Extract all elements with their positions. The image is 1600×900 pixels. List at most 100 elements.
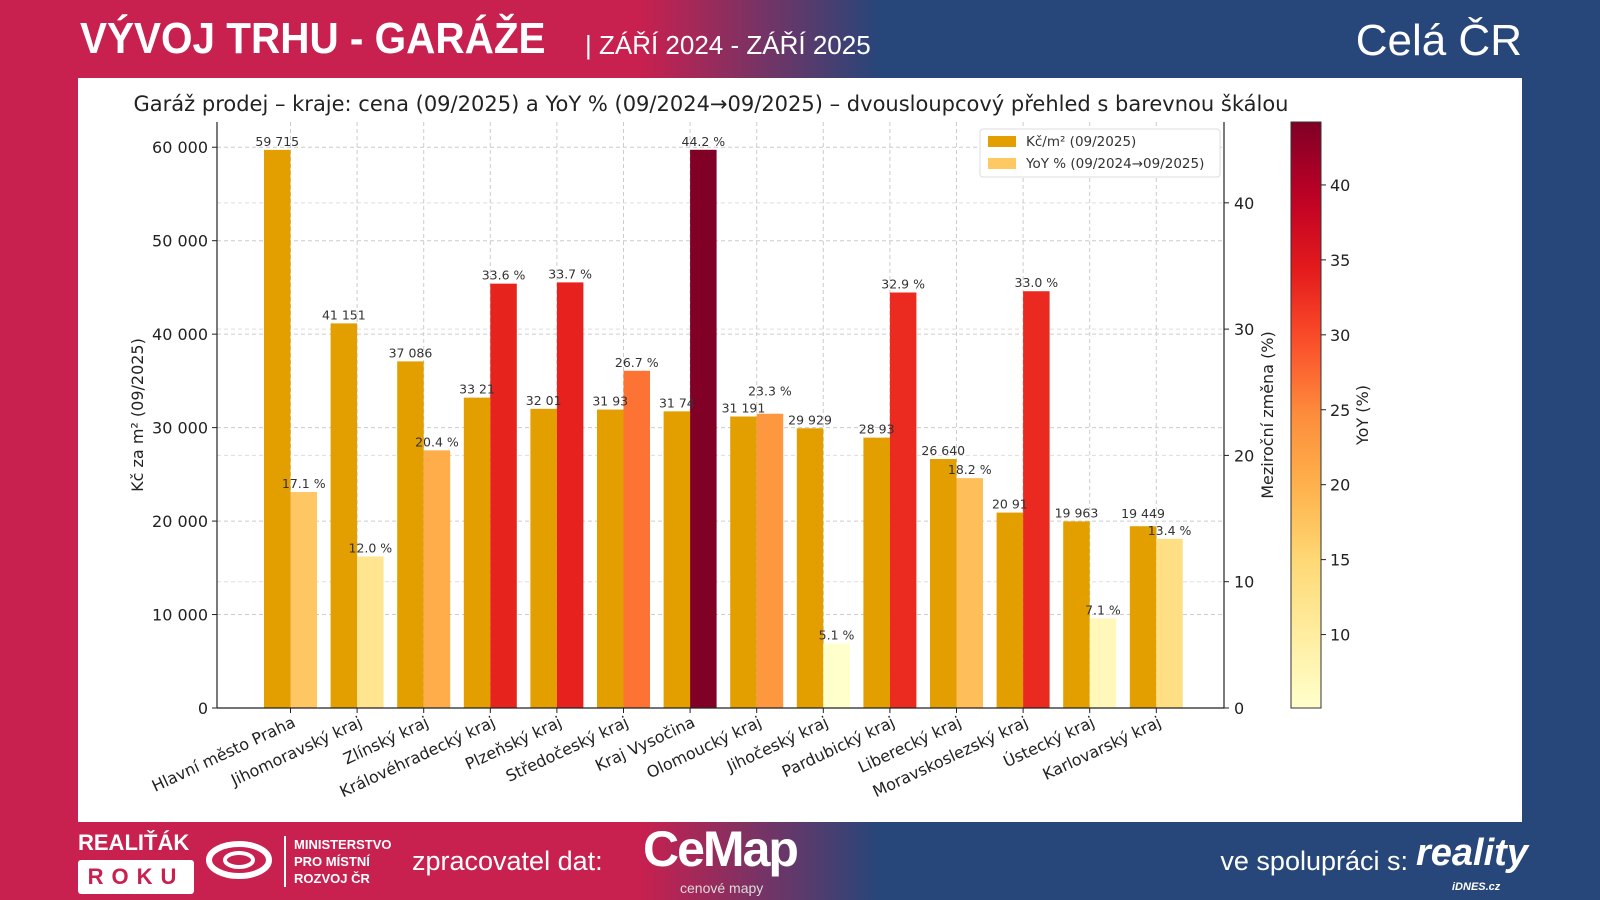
price-bar xyxy=(330,323,358,708)
yoy-data-label: 32.9 % xyxy=(881,276,925,291)
price-data-label: 19 449 xyxy=(1121,506,1165,521)
footer: REALIŤÁK ROKU MINISTERSTVO PRO MÍSTNÍ RO… xyxy=(0,821,1600,900)
colorbar-tick-label: 25 xyxy=(1330,401,1350,420)
price-data-label: 19 963 xyxy=(1055,505,1099,520)
y-tick-label: 60 000 xyxy=(152,138,208,157)
price-data-label: 29 929 xyxy=(788,412,832,427)
cemap-subtitle: cenové mapy xyxy=(680,880,764,896)
yoy-data-label: 44.2 % xyxy=(682,134,726,149)
y-tick-label: 20 000 xyxy=(152,512,208,531)
price-bar xyxy=(1129,526,1157,708)
chart-title: Garáž prodej – kraje: cena (09/2025) a Y… xyxy=(133,92,1289,116)
ministry-line: ROZVOJ ČR xyxy=(294,871,370,886)
y-tick-label: 50 000 xyxy=(152,232,208,251)
x-tick-label: Pardubický kraj xyxy=(779,712,898,781)
chart-panel: Garáž prodej – kraje: cena (09/2025) a Y… xyxy=(78,78,1522,822)
price-bar xyxy=(730,416,757,708)
price-bar xyxy=(530,408,557,708)
ministry-line: PRO MÍSTNÍ xyxy=(294,854,370,869)
page-title: VÝVOJ TRHU - GARÁŽE xyxy=(80,14,546,63)
yoy-data-label: 18.2 % xyxy=(948,462,992,477)
region-label: Celá ČR xyxy=(1355,16,1522,65)
legend-label: YoY % (09/2024→09/2025) xyxy=(1025,156,1204,172)
reality-logo: reality xyxy=(1416,832,1528,874)
date-range: | ZÁŘÍ 2024 - ZÁŘÍ 2025 xyxy=(585,30,871,60)
yoy-data-label: 33.7 % xyxy=(548,266,592,281)
price-data-label: 20 91 xyxy=(992,497,1028,512)
yoy-data-label: 23.3 % xyxy=(748,383,792,398)
yoy-data-label: 33.0 % xyxy=(1015,275,1059,290)
yoy-data-label: 33.6 % xyxy=(482,268,526,283)
y2-tick-label: 20 xyxy=(1234,446,1254,465)
y-tick-label: 10 000 xyxy=(152,606,208,625)
y2-tick-label: 40 xyxy=(1234,194,1254,213)
award-logo-line2: ROKU xyxy=(78,860,194,894)
legend xyxy=(979,128,1221,178)
y2-axis-label: Meziroční změna (%) xyxy=(1258,331,1277,499)
y-tick-label: 30 000 xyxy=(152,419,208,438)
colorbar-label: YoY (%) xyxy=(1353,385,1372,446)
chart: 0 10 000 20 000 30 000 40 000 50 000 60 000 0 10… xyxy=(128,121,1372,801)
yoy-data-label: 13.4 % xyxy=(1148,523,1192,538)
yoy-data-label: 26.7 % xyxy=(615,355,659,370)
legend-label: Kč/m² (09/2025) xyxy=(1026,134,1136,150)
partner-label: ve spolupráci s: xyxy=(1220,846,1408,876)
y2-tick-label: 0 xyxy=(1234,699,1244,718)
ministry-emblem-icon xyxy=(206,841,272,879)
colorbar-tick-label: 40 xyxy=(1330,176,1350,195)
ministry-line: MINISTERSTVO xyxy=(294,837,392,852)
price-bar xyxy=(1063,521,1090,708)
yoy-bar xyxy=(1156,538,1183,708)
price-bar xyxy=(264,149,291,709)
yoy-bar xyxy=(490,283,517,708)
yoy-data-label: 17.1 % xyxy=(282,476,326,491)
yoy-data-label: 20.4 % xyxy=(415,434,459,449)
yoy-bar xyxy=(956,478,983,708)
price-data-label: 59 715 xyxy=(255,134,299,149)
yoy-data-label: 5.1 % xyxy=(819,628,855,643)
legend-swatch xyxy=(988,158,1016,169)
cemap-logo: CeMap xyxy=(643,821,799,877)
yoy-bar xyxy=(756,413,784,708)
colorbar xyxy=(1290,121,1322,709)
price-data-label: 31 191 xyxy=(722,400,766,415)
y2-tick-label: 10 xyxy=(1234,573,1254,592)
price-data-label: 33 21 xyxy=(459,382,495,397)
y-axis-label: Kč za m² (09/2025) xyxy=(128,338,147,492)
yoy-data-label: 12.0 % xyxy=(349,540,393,555)
reality-logo-sub: iDNES.cz xyxy=(1452,881,1501,893)
price-bar xyxy=(663,411,691,708)
price-data-label: 26 640 xyxy=(921,443,965,458)
price-data-label: 37 086 xyxy=(389,345,433,360)
yoy-bar xyxy=(290,492,317,708)
yoy-bar xyxy=(823,643,850,708)
y-tick-label: 40 000 xyxy=(152,325,208,344)
yoy-bar xyxy=(889,292,917,708)
colorbar-tick-label: 20 xyxy=(1330,476,1350,495)
price-data-label: 31 93 xyxy=(592,394,628,409)
price-bar xyxy=(996,512,1024,708)
price-bar xyxy=(597,409,624,708)
yoy-bar xyxy=(556,282,584,708)
yoy-bar xyxy=(623,370,650,708)
processor-label: zpracovatel dat: xyxy=(412,846,603,876)
legend-swatch xyxy=(988,136,1016,147)
price-data-label: 31 74 xyxy=(659,395,695,410)
ministry-logo: MINISTERSTVO PRO MÍSTNÍ ROZVOJ ČR xyxy=(284,836,392,887)
price-data-label: 32 01 xyxy=(526,393,562,408)
y-tick-label: 0 xyxy=(198,699,208,718)
price-bar xyxy=(863,437,890,708)
colorbar-tick-label: 30 xyxy=(1330,326,1350,345)
colorbar-tick-label: 15 xyxy=(1330,551,1350,570)
price-bar xyxy=(463,397,491,708)
yoy-bar xyxy=(357,556,384,708)
yoy-bar xyxy=(690,149,717,708)
price-bar xyxy=(930,459,957,708)
price-data-label: 41 151 xyxy=(322,307,366,322)
x-tick-label: Karlovarský kraj xyxy=(1040,712,1164,783)
yoy-bar xyxy=(423,450,451,708)
y2-tick-label: 30 xyxy=(1234,320,1254,339)
price-bar xyxy=(796,428,824,708)
award-logo-line1: REALIŤÁK xyxy=(78,830,190,855)
yoy-data-label: 7.1 % xyxy=(1085,602,1121,617)
